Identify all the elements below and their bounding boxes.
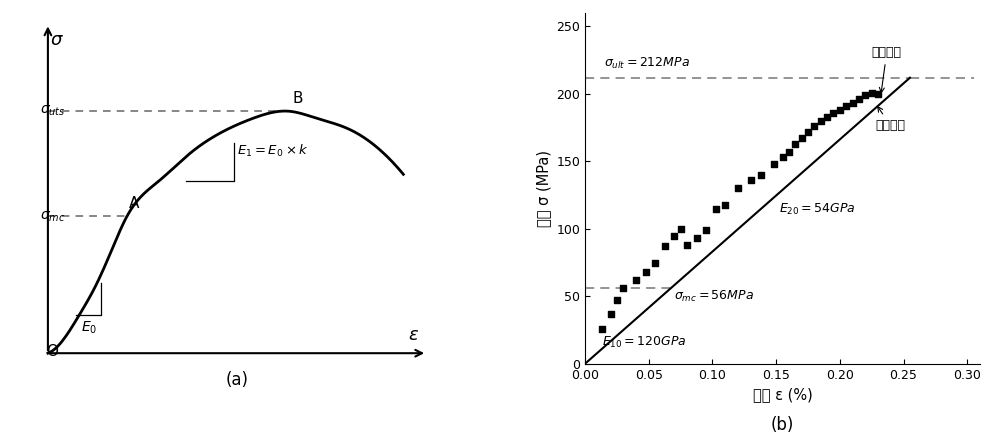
Point [657, 243, 673, 250]
Point [638, 268, 654, 275]
Point [753, 171, 769, 178]
Point [594, 325, 610, 332]
Text: $\sigma_{mc}$: $\sigma_{mc}$ [40, 209, 65, 223]
Point [673, 225, 689, 232]
Text: $E_{10}=120GPa$: $E_{10}=120GPa$ [602, 335, 686, 350]
Point [603, 310, 619, 317]
Text: O: O [46, 344, 58, 359]
Text: $\sigma_{uts}$: $\sigma_{uts}$ [40, 104, 66, 118]
Text: $\sigma$: $\sigma$ [50, 30, 64, 48]
Y-axis label: 应力 σ (MPa): 应力 σ (MPa) [536, 150, 551, 227]
Text: $E_{20}=54GPa$: $E_{20}=54GPa$ [779, 202, 855, 217]
Text: (a): (a) [226, 371, 249, 389]
X-axis label: 应变 ε (%): 应变 ε (%) [753, 387, 812, 402]
Point [647, 259, 663, 266]
Point [838, 103, 854, 110]
Point [825, 110, 841, 116]
Point [794, 135, 810, 142]
Text: $\sigma_{ult}=212MPa$: $\sigma_{ult}=212MPa$ [604, 56, 690, 71]
Point [628, 277, 644, 284]
Text: B: B [293, 91, 303, 106]
Point [679, 242, 695, 249]
Point [845, 100, 861, 107]
Point [800, 128, 816, 135]
Text: $E_0$: $E_0$ [81, 320, 98, 336]
Point [775, 154, 791, 161]
Point [689, 235, 705, 242]
Point [708, 205, 724, 212]
Text: (b): (b) [771, 416, 794, 433]
Point [806, 123, 822, 130]
Point [698, 227, 714, 234]
Point [832, 107, 848, 113]
Point [851, 96, 867, 103]
Point [730, 185, 746, 192]
Point [615, 285, 631, 292]
Point [717, 201, 733, 208]
Text: $E_1 = E_0 \times k$: $E_1 = E_0 \times k$ [237, 142, 309, 158]
Point [864, 89, 880, 96]
Point [787, 140, 803, 147]
Text: $\varepsilon$: $\varepsilon$ [408, 326, 419, 344]
Point [870, 90, 886, 97]
Text: A: A [129, 196, 139, 211]
Text: 拟合曲线: 拟合曲线 [872, 46, 902, 93]
Text: $\sigma_{mc}=56MPa$: $\sigma_{mc}=56MPa$ [674, 289, 754, 304]
Point [743, 177, 759, 184]
Point [666, 232, 682, 239]
Text: 实验数据: 实验数据 [876, 107, 906, 132]
Point [857, 92, 873, 99]
Point [819, 113, 835, 120]
Point [781, 149, 797, 155]
Point [609, 297, 625, 304]
Point [766, 161, 782, 168]
Point [813, 117, 829, 124]
